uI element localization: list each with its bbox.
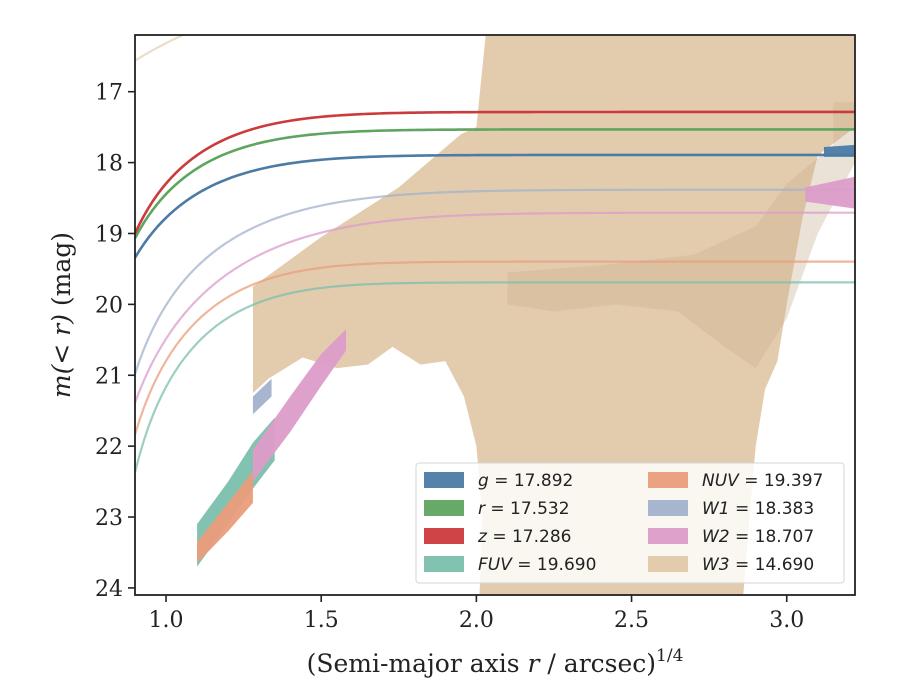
x-tick-label: 2.5 (614, 608, 649, 633)
y-axis-label: m(< r) (mag) (47, 232, 76, 398)
g-curve (135, 153, 855, 259)
legend-box (415, 462, 845, 584)
x-tick-label: 3.0 (769, 608, 804, 633)
legend-entry-w1: W1 = 18.383 (702, 499, 814, 519)
legend-entry-w2: W2 = 18.707 (702, 527, 814, 547)
legend: g = 17.892 r = 17.532 z = 17.286 FUV = 19.6… (415, 462, 845, 584)
r-curve (135, 128, 855, 239)
y-tick-label: 21 (95, 364, 123, 389)
legend-entry-nuv: NUV = 19.397 (702, 471, 823, 491)
legend-swatch-w3 (648, 556, 688, 572)
z-curve (135, 110, 855, 235)
x-tick-label: 2.0 (459, 608, 494, 633)
legend-swatch-g (424, 472, 464, 488)
w2-curve (135, 211, 855, 404)
legend-entry-w3: W3 = 14.690 (702, 555, 814, 575)
legend-swatch-nuv (648, 472, 688, 488)
w2-data-band-outer (805, 176, 855, 209)
w2-data-band (252, 329, 347, 482)
w1-data-band (252, 378, 272, 415)
w3-uncertainty-band (252, 35, 855, 595)
legend-entry-g: g = 17.892 (478, 471, 573, 491)
y-tick-label: 18 (95, 152, 123, 177)
plot-frame (134, 34, 856, 596)
fuv-curve (135, 281, 855, 473)
axes-ticks: 1.0 1.5 2.0 2.5 3.0 17 18 19 20 21 22 23 24 (95, 81, 804, 633)
legend-swatch-z (424, 528, 464, 544)
x-tick-label: 1.5 (304, 608, 339, 633)
legend-swatch-w1 (648, 500, 688, 516)
plot-area (135, 35, 855, 595)
legend-entry-r: r = 17.532 (478, 499, 570, 519)
w1-curve (135, 188, 855, 375)
legend-swatch-r (424, 500, 464, 516)
legend-swatch-w2 (648, 528, 688, 544)
y-tick-label: 23 (95, 506, 123, 531)
legend-entry-fuv: FUV = 19.690 (478, 555, 596, 575)
nuv-data-band (197, 470, 253, 564)
y-tick-label: 19 (95, 222, 123, 247)
y-tick-label: 17 (95, 81, 123, 106)
w3-inner-band (507, 102, 855, 369)
y-tick-label: 20 (95, 293, 123, 318)
y-tick-label: 24 (95, 577, 123, 602)
legend-entry-z: z = 17.286 (477, 527, 571, 547)
y-tick-label: 22 (95, 435, 123, 460)
legend-swatch-fuv (424, 556, 464, 572)
x-axis-label: (Semi-major axis r / arcsec)1/4 (307, 646, 684, 678)
nuv-curve (135, 260, 855, 435)
x-tick-label: 1.0 (149, 608, 184, 633)
